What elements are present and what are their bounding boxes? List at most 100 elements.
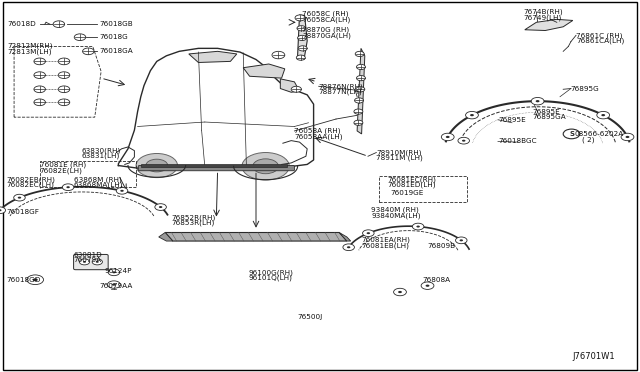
Text: 96100G(RH): 96100G(RH) xyxy=(248,269,293,276)
Polygon shape xyxy=(159,232,173,241)
Polygon shape xyxy=(339,232,351,241)
Text: 76081EB(LH): 76081EB(LH) xyxy=(362,242,410,249)
Circle shape xyxy=(298,35,307,41)
Circle shape xyxy=(394,288,406,296)
Circle shape xyxy=(367,232,370,234)
Circle shape xyxy=(74,34,86,41)
Text: 76082EC(LH): 76082EC(LH) xyxy=(6,182,54,188)
FancyBboxPatch shape xyxy=(74,254,108,270)
Polygon shape xyxy=(243,64,285,78)
Circle shape xyxy=(398,291,402,293)
Text: 76895G: 76895G xyxy=(571,86,600,92)
Text: 93840MA(LH): 93840MA(LH) xyxy=(371,212,420,219)
Circle shape xyxy=(108,281,120,288)
Circle shape xyxy=(462,140,465,142)
Text: J76701W1: J76701W1 xyxy=(573,352,616,361)
Circle shape xyxy=(58,72,70,78)
Circle shape xyxy=(18,197,21,199)
Circle shape xyxy=(355,51,364,57)
Text: 78910M(RH): 78910M(RH) xyxy=(376,149,422,156)
Circle shape xyxy=(442,133,454,141)
Text: 76895E: 76895E xyxy=(532,109,560,115)
Text: 76081EA(RH): 76081EA(RH) xyxy=(362,237,410,243)
Text: 76861C (RH): 76861C (RH) xyxy=(576,32,623,39)
Text: 76058AA(LH): 76058AA(LH) xyxy=(294,133,343,140)
Text: 76082E(LH): 76082E(LH) xyxy=(40,167,83,174)
Circle shape xyxy=(597,111,610,119)
Circle shape xyxy=(456,237,467,244)
Circle shape xyxy=(458,137,470,144)
Circle shape xyxy=(53,21,65,28)
Text: 78876N(RH): 78876N(RH) xyxy=(319,83,364,90)
Circle shape xyxy=(356,76,365,81)
Circle shape xyxy=(13,194,25,201)
Circle shape xyxy=(34,72,45,78)
Text: ( 2): ( 2) xyxy=(582,137,595,144)
Polygon shape xyxy=(280,79,300,92)
Text: 76018GB: 76018GB xyxy=(99,21,133,27)
Text: 96101Q(LH): 96101Q(LH) xyxy=(248,275,292,281)
Circle shape xyxy=(67,186,70,188)
Circle shape xyxy=(356,87,365,92)
Polygon shape xyxy=(165,232,347,241)
Text: 76018GD: 76018GD xyxy=(6,277,41,283)
Text: 78877N(LH): 78877N(LH) xyxy=(319,89,362,95)
Circle shape xyxy=(159,206,163,208)
Circle shape xyxy=(116,187,128,194)
Text: 76018GF: 76018GF xyxy=(6,209,39,215)
Text: 76852R(RH): 76852R(RH) xyxy=(172,214,216,221)
FancyBboxPatch shape xyxy=(138,166,294,171)
Circle shape xyxy=(446,136,450,138)
Circle shape xyxy=(27,275,44,285)
Text: 76058A (RH): 76058A (RH) xyxy=(294,128,341,134)
Text: 63831(LH): 63831(LH) xyxy=(82,153,120,160)
Circle shape xyxy=(426,285,429,287)
Circle shape xyxy=(146,159,168,172)
Circle shape xyxy=(347,246,350,248)
Circle shape xyxy=(96,261,99,263)
Text: 76079AA: 76079AA xyxy=(99,283,132,289)
Text: 76808A: 76808A xyxy=(422,277,451,283)
Circle shape xyxy=(62,184,74,190)
Text: 72812M(RH): 72812M(RH) xyxy=(8,42,53,49)
Circle shape xyxy=(0,207,6,214)
Circle shape xyxy=(354,109,363,114)
Circle shape xyxy=(83,48,94,55)
Circle shape xyxy=(58,86,70,93)
Text: 72813M(LH): 72813M(LH) xyxy=(8,48,52,55)
Circle shape xyxy=(33,278,38,281)
Polygon shape xyxy=(298,15,307,60)
Text: 96124P: 96124P xyxy=(104,268,132,274)
Circle shape xyxy=(625,136,629,138)
Circle shape xyxy=(602,114,605,116)
Circle shape xyxy=(536,100,540,102)
Circle shape xyxy=(291,86,301,92)
Circle shape xyxy=(470,114,474,116)
Text: 76018G: 76018G xyxy=(99,34,128,40)
Text: 76500J: 76500J xyxy=(298,314,323,320)
Text: 76081ED(LH): 76081ED(LH) xyxy=(388,182,436,188)
Circle shape xyxy=(412,223,424,230)
Text: 63868M (RH): 63868M (RH) xyxy=(74,176,122,183)
Text: 93840M (RH): 93840M (RH) xyxy=(371,207,419,214)
Text: 76082EB(RH): 76082EB(RH) xyxy=(6,176,55,183)
Circle shape xyxy=(460,239,463,241)
Text: 76018GA: 76018GA xyxy=(99,48,133,54)
Text: 08566-6202A: 08566-6202A xyxy=(575,131,624,137)
Circle shape xyxy=(297,26,306,31)
Circle shape xyxy=(112,271,116,273)
Text: 76058CA(LH): 76058CA(LH) xyxy=(302,16,350,23)
Text: 76895E: 76895E xyxy=(498,117,525,123)
Circle shape xyxy=(465,111,478,119)
Circle shape xyxy=(155,204,166,211)
Circle shape xyxy=(0,209,1,211)
Circle shape xyxy=(34,58,45,65)
Text: 76019GE: 76019GE xyxy=(390,190,424,196)
Text: 76081E (RH): 76081E (RH) xyxy=(40,162,86,169)
Text: 76058C (RH): 76058C (RH) xyxy=(302,11,349,17)
Circle shape xyxy=(120,190,124,192)
Circle shape xyxy=(354,120,363,125)
Text: 63830(RH): 63830(RH) xyxy=(82,147,121,154)
Text: 76079A: 76079A xyxy=(74,257,102,263)
Text: 76853R(LH): 76853R(LH) xyxy=(172,220,215,227)
